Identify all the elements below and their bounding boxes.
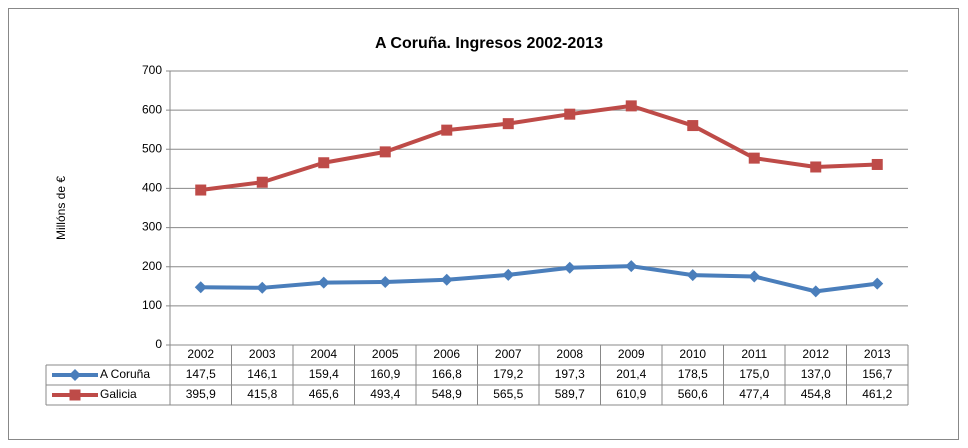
data-point <box>256 176 268 188</box>
table-value: 156,7 <box>862 367 892 381</box>
data-point <box>871 158 883 170</box>
chart-frame <box>8 8 959 440</box>
data-point <box>440 273 453 286</box>
data-point <box>748 270 761 283</box>
legend-marker <box>69 369 81 381</box>
data-point <box>194 281 207 294</box>
table-value: 415,8 <box>247 387 277 401</box>
table-value: 461,2 <box>862 387 892 401</box>
table-value: 493,4 <box>370 387 400 401</box>
table-value: 160,9 <box>370 367 400 381</box>
data-point <box>563 261 576 274</box>
x-tick-label: 2013 <box>864 347 891 361</box>
data-point <box>748 152 760 164</box>
data-point <box>686 269 699 282</box>
data-point <box>502 118 514 130</box>
legend-marker <box>69 389 81 401</box>
y-tick-label: 200 <box>142 259 162 273</box>
data-point <box>871 277 884 290</box>
y-tick-label: 400 <box>142 181 162 195</box>
series-line <box>200 103 878 193</box>
data-point <box>502 268 515 281</box>
y-tick-label: 500 <box>142 141 162 155</box>
data-point <box>256 281 269 294</box>
table-value: 201,4 <box>616 367 646 381</box>
x-tick-label: 2003 <box>249 347 276 361</box>
data-point <box>379 146 391 158</box>
data-point <box>318 157 330 169</box>
table-value: 565,5 <box>493 387 523 401</box>
x-tick-label: 2009 <box>618 347 645 361</box>
x-tick-label: 2006 <box>433 347 460 361</box>
table-value: 477,4 <box>739 387 769 401</box>
data-point <box>810 161 822 173</box>
table-value: 146,1 <box>247 367 277 381</box>
y-tick-label: 300 <box>142 220 162 234</box>
table-value: 159,4 <box>309 367 339 381</box>
data-point <box>379 276 392 289</box>
data-point <box>809 285 822 298</box>
y-tick-label: 100 <box>142 298 162 312</box>
table-value: 137,0 <box>801 367 831 381</box>
data-point <box>195 184 207 196</box>
table-value: 454,8 <box>801 387 831 401</box>
table-value: 175,0 <box>739 367 769 381</box>
x-tick-label: 2004 <box>310 347 337 361</box>
x-tick-label: 2005 <box>372 347 399 361</box>
data-point <box>625 100 637 112</box>
table-value: 610,9 <box>616 387 646 401</box>
x-tick-label: 2008 <box>556 347 583 361</box>
y-tick-label: 700 <box>142 63 162 77</box>
data-point <box>441 124 453 136</box>
x-tick-label: 2007 <box>495 347 522 361</box>
table-value: 197,3 <box>555 367 585 381</box>
table-value: 395,9 <box>186 387 216 401</box>
data-point <box>625 260 638 273</box>
y-tick-label: 0 <box>155 337 162 351</box>
data-point <box>564 108 576 120</box>
table-value: 147,5 <box>186 367 216 381</box>
series-line <box>200 264 878 294</box>
x-tick-label: 2010 <box>679 347 706 361</box>
y-axis-title: Millóns de € <box>54 176 68 240</box>
table-value: 179,2 <box>493 367 523 381</box>
x-tick-label: 2011 <box>741 347 767 361</box>
x-tick-label: 2012 <box>802 347 829 361</box>
data-point <box>687 120 699 132</box>
table-value: 465,6 <box>309 387 339 401</box>
table-value: 548,9 <box>432 387 462 401</box>
table-value: 560,6 <box>678 387 708 401</box>
table-value: 589,7 <box>555 387 585 401</box>
table-value: 178,5 <box>678 367 708 381</box>
chart-title: A Coruña. Ingresos 2002-2013 <box>375 35 603 52</box>
legend-label: A Coruña <box>100 367 150 381</box>
y-tick-label: 600 <box>142 102 162 116</box>
x-tick-label: 2002 <box>187 347 214 361</box>
table-value: 166,8 <box>432 367 462 381</box>
data-point <box>317 276 330 289</box>
legend-label: Galicia <box>100 387 137 401</box>
